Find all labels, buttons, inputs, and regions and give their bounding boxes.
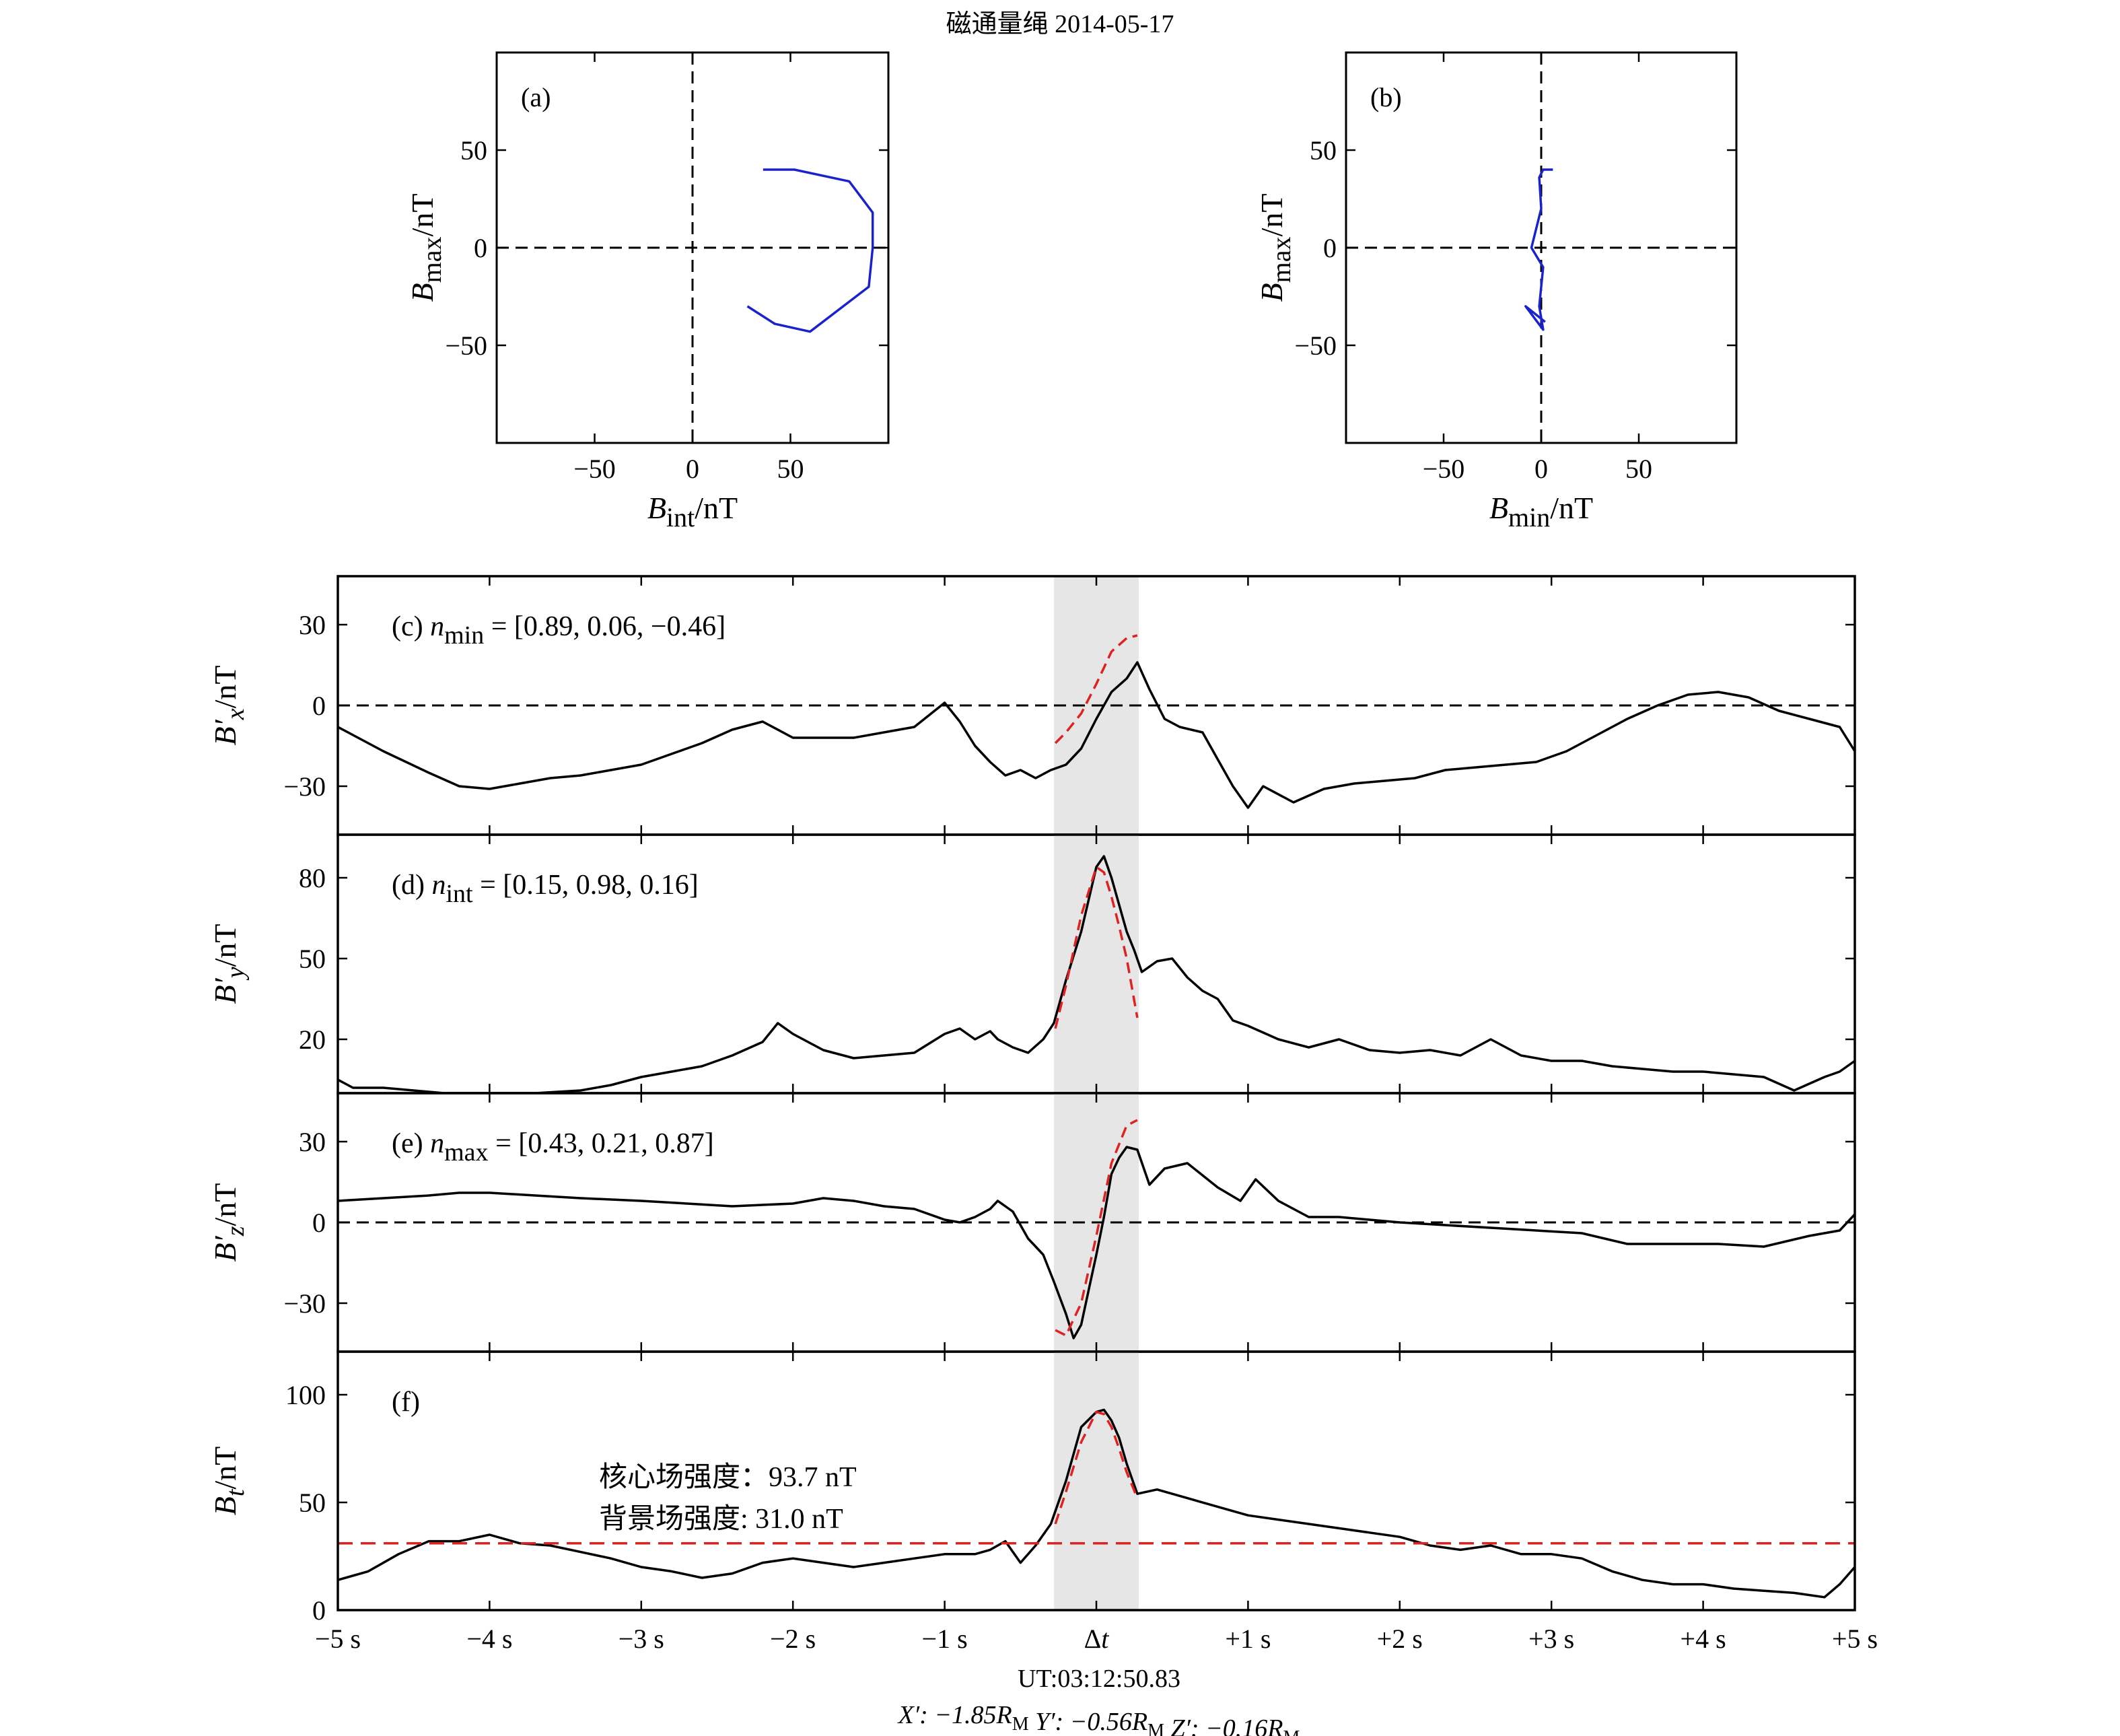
panel-label: (f) <box>392 1387 420 1418</box>
y-tick-label: 30 <box>299 1127 326 1157</box>
x-tick-label: −3 s <box>619 1624 664 1654</box>
x-tick-label: 50 <box>1625 454 1652 484</box>
y-tick-label: 0 <box>312 1208 326 1238</box>
x-tick-label: −1 s <box>922 1624 968 1654</box>
spacecraft-position: X′: −1.85RM Y′: −0.56RM Z′: −0.16RM <box>897 1701 1300 1736</box>
y-tick-label: 50 <box>299 944 326 974</box>
y-tick-label: −50 <box>1294 331 1337 361</box>
x-tick-label: −2 s <box>770 1624 816 1654</box>
panel-f: 0 50 100 (f) 核心场强度：93.7 nT 背景场强度: 31.0 nT Bt/n… <box>208 1350 1856 1626</box>
field-strength-annotation: 背景场强度: 31.0 nT <box>599 1504 843 1535</box>
x-tick-label: +3 s <box>1528 1624 1574 1654</box>
x-tick-label: +2 s <box>1377 1624 1423 1654</box>
panel-label: (a) <box>521 82 551 112</box>
panel-label: (c) nmin = [0.89, 0.06, −0.46] <box>392 611 726 650</box>
model-fit-series <box>1054 1410 1139 1525</box>
y-tick-label: 0 <box>312 691 326 721</box>
y-axis-label: Bmax/nT <box>405 194 447 302</box>
panel-c: −30 0 30 (c) nmin = [0.89, 0.06, −0.46] B′x/… <box>208 575 1856 836</box>
x-tick-label: +1 s <box>1225 1624 1271 1654</box>
x-tick-label: Δt <box>1084 1624 1110 1654</box>
y-tick-label: 0 <box>474 233 487 263</box>
panel-e: −30 0 30 (e) nmax = [0.43, 0.21, 0.87] B′z/n… <box>208 1092 1856 1353</box>
y-tick-label: 50 <box>460 135 487 166</box>
x-tick-label: +4 s <box>1681 1624 1726 1654</box>
model-fit-series <box>1054 634 1138 744</box>
y-tick-label: −30 <box>283 1288 326 1319</box>
y-tick-label: 80 <box>299 863 326 893</box>
y-tick-label: 30 <box>299 610 326 640</box>
observed-series <box>338 661 1855 809</box>
x-tick-label: 0 <box>1534 454 1548 484</box>
observed-series <box>338 1408 1855 1599</box>
hodogram-curve <box>746 168 874 333</box>
x-tick-label: +5 s <box>1832 1624 1878 1654</box>
x-tick-label: −50 <box>573 454 616 484</box>
y-axis-label: Bmax/nT <box>1255 194 1296 302</box>
y-tick-label: 50 <box>299 1488 326 1518</box>
panel-label: (e) nmax = [0.43, 0.21, 0.87] <box>392 1128 714 1167</box>
y-axis-label: Bt/nT <box>208 1447 250 1516</box>
figure-title: 磁通量绳 2014-05-17 <box>946 10 1174 38</box>
hodogram-a: −50 0 50 −50 0 50 (a) Bint/nT Bmax/nT <box>405 51 890 532</box>
x-tick-label: −5 s <box>315 1624 361 1654</box>
panel-label: (d) nint = [0.15, 0.98, 0.16] <box>392 870 699 908</box>
ut-label: UT:03:12:50.83 <box>1018 1665 1180 1693</box>
y-tick-label: 20 <box>299 1025 326 1055</box>
model-fit-series <box>1054 866 1139 1029</box>
time-series-panels: −30 0 30 (c) nmin = [0.89, 0.06, −0.46] B′x/… <box>208 575 1878 1654</box>
y-axis-label: B′x/nT <box>208 666 250 746</box>
y-axis-label: B′z/nT <box>208 1183 250 1262</box>
y-axis-label: B′y/nT <box>208 924 250 1004</box>
x-tick-label: 0 <box>686 454 699 484</box>
field-strength-annotation: 核心场强度：93.7 nT <box>599 1462 857 1493</box>
y-tick-label: −50 <box>445 331 487 361</box>
panel-label: (b) <box>1370 82 1402 112</box>
y-tick-label: 100 <box>285 1380 326 1410</box>
shaded-interval <box>1053 835 1139 1093</box>
observed-series <box>338 855 1855 1093</box>
x-tick-label: −4 s <box>466 1624 512 1654</box>
x-axis-label: Bint/nT <box>647 491 738 532</box>
shaded-interval <box>1053 1352 1139 1610</box>
hodogram-panels: −50 0 50 −50 0 50 (a) Bint/nT Bmax/nT −50 0 50 −50 0 5… <box>405 51 1738 532</box>
x-axis-label: Bmin/nT <box>1489 491 1593 532</box>
x-tick-label: 50 <box>777 454 804 484</box>
hodogram-curve <box>1524 168 1553 331</box>
panel-d: 20 50 80 (d) nint = [0.15, 0.98, 0.16] B′y/n… <box>208 833 1856 1095</box>
hodogram-b: −50 0 50 −50 0 50 (b) Bmin/nT Bmax/nT <box>1255 51 1738 532</box>
observed-series <box>338 1146 1855 1340</box>
y-tick-label: 0 <box>1323 233 1337 263</box>
y-tick-label: 0 <box>312 1595 326 1626</box>
y-tick-label: −30 <box>283 771 326 802</box>
x-tick-label: −50 <box>1423 454 1465 484</box>
y-tick-label: 50 <box>1310 135 1337 166</box>
